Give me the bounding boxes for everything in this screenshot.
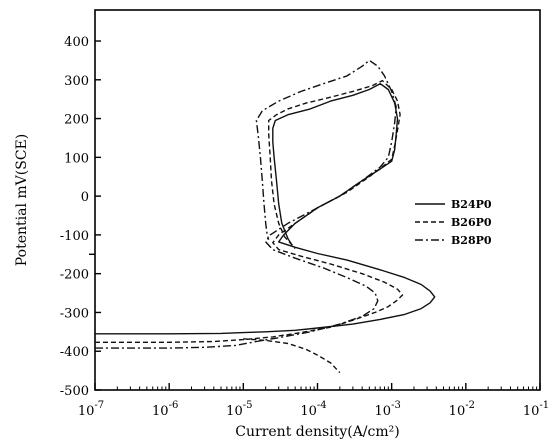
y-tick-label: 0 xyxy=(81,190,89,205)
y-tick-label: -100 xyxy=(60,229,89,244)
y-tick-label: -500 xyxy=(60,384,89,399)
y-tick-label: 200 xyxy=(64,113,89,128)
x-tick-label: 10-4 xyxy=(300,400,326,419)
y-tick-label: -300 xyxy=(60,306,89,321)
y-tick-label: 300 xyxy=(64,74,89,89)
legend-label-b24p0: B24P0 xyxy=(451,198,492,211)
y-tick-label: 400 xyxy=(64,35,89,50)
x-tick-label: 10-2 xyxy=(449,400,475,419)
x-axis-label: Current density(A/cm²) xyxy=(235,424,399,440)
series-line-tail-3 xyxy=(243,338,341,374)
x-tick-label: 10-1 xyxy=(523,400,549,419)
x-axis: 10-7 10-6 10-5 10-4 10-3 10-2 10-1 xyxy=(78,383,549,419)
x-tick-label: 10-5 xyxy=(226,400,252,419)
y-tick-label: -400 xyxy=(60,345,89,360)
x-tick-label: 10-7 xyxy=(78,400,104,419)
series-line-b28p0 xyxy=(95,59,397,349)
x-tick-label: 10-3 xyxy=(375,400,401,419)
y-axis: 400 300 200 100 0 -100 -200 -300 -400 -500 xyxy=(60,35,101,399)
legend-label-b26p0: B26P0 xyxy=(451,216,492,229)
legend-label-b28p0: B28P0 xyxy=(451,234,492,247)
series-line-b26p0 xyxy=(95,79,404,343)
legend: B24P0 B26P0 B28P0 xyxy=(415,198,492,247)
series-layer xyxy=(95,59,436,374)
y-axis-label: Potential mV(SCE) xyxy=(14,134,30,266)
y-tick-label: 100 xyxy=(64,151,89,166)
y-tick-label: -200 xyxy=(60,268,89,283)
x-tick-label: 10-6 xyxy=(152,400,178,419)
